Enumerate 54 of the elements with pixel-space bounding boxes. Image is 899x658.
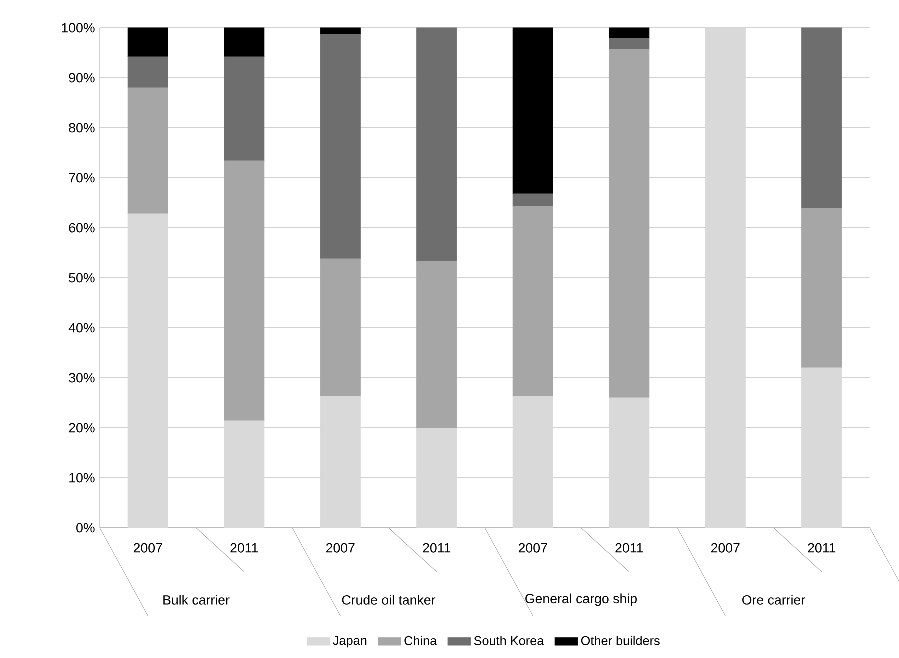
bar xyxy=(512,396,554,528)
bar xyxy=(705,28,746,528)
y-tick-label: 100% xyxy=(62,23,95,33)
text: Bulk carrier xyxy=(164,595,230,605)
y-tick-label: 10% xyxy=(70,473,95,483)
bar xyxy=(512,194,554,207)
bar xyxy=(802,28,842,209)
bar xyxy=(128,88,168,214)
bar xyxy=(609,49,650,398)
legend-label: Japan xyxy=(333,636,367,648)
bar xyxy=(512,28,554,194)
y-tick-label: 80% xyxy=(69,123,95,133)
bar xyxy=(512,206,554,397)
bar xyxy=(224,56,265,162)
bar xyxy=(609,398,650,528)
y-tick-label: 60% xyxy=(69,223,95,233)
x-tick-label: 2007 xyxy=(518,543,548,553)
bar xyxy=(416,28,458,262)
bar xyxy=(224,160,265,422)
text: Ore carrier xyxy=(742,595,806,605)
bar xyxy=(224,420,265,528)
legend-label: Other builders xyxy=(581,636,660,646)
bar xyxy=(320,34,361,260)
x-tick-label: 2011 xyxy=(808,543,836,553)
bar xyxy=(802,368,842,528)
bar xyxy=(416,261,458,429)
x-tick-label: 2007 xyxy=(711,543,740,553)
y-tick-label: 50% xyxy=(69,273,95,283)
x-tick-label: 2007 xyxy=(326,543,355,553)
bar xyxy=(320,396,361,528)
x-tick-label: 2011 xyxy=(423,543,451,553)
bar xyxy=(320,258,361,397)
bar xyxy=(224,28,265,58)
x-tick-label: 2007 xyxy=(134,543,162,553)
bar xyxy=(128,56,168,88)
legend-label: South Korea xyxy=(474,636,544,646)
bar xyxy=(128,214,168,528)
y-tick-label: 90% xyxy=(69,73,95,83)
y-tick-label: 30% xyxy=(69,373,95,383)
text: Crude oil tanker xyxy=(342,595,436,605)
legend-label: China xyxy=(404,636,438,646)
bar xyxy=(802,208,842,368)
y-tick-label: 20% xyxy=(69,423,95,433)
bar xyxy=(320,28,361,35)
bar xyxy=(128,28,168,58)
x-tick-label: 2011 xyxy=(616,543,644,553)
bar xyxy=(609,28,650,39)
bar xyxy=(609,38,650,50)
y-tick-label: 0% xyxy=(76,523,95,533)
x-tick-label: 2011 xyxy=(230,543,258,553)
text: General cargo ship xyxy=(526,594,637,606)
y-tick-label: 70% xyxy=(69,173,95,183)
bar xyxy=(416,428,458,528)
y-tick-label: 40% xyxy=(68,323,95,333)
